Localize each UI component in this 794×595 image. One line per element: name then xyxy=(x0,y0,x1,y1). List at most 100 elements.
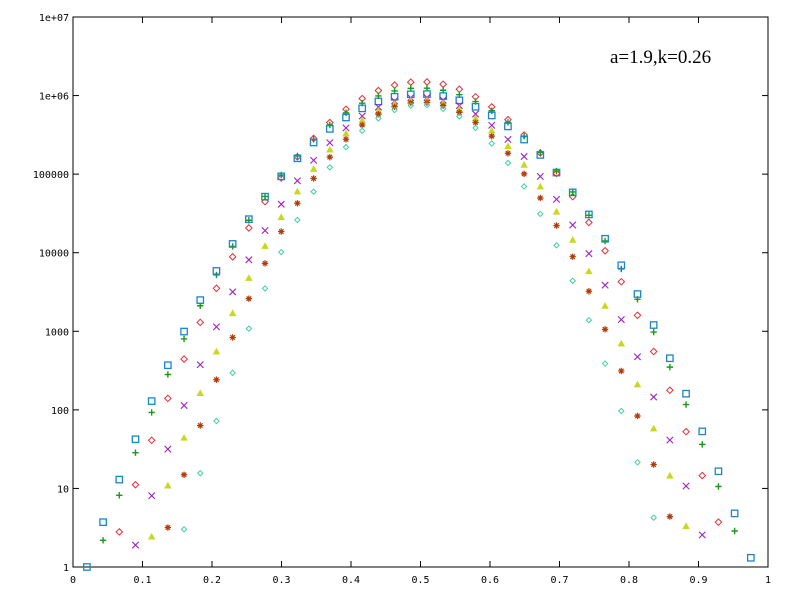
data-point-square xyxy=(568,188,577,197)
data-point-diamond-small xyxy=(504,159,512,167)
data-point-square xyxy=(358,104,367,113)
data-point-square xyxy=(585,210,593,219)
data-point-triangle xyxy=(601,302,609,309)
data-point-plus xyxy=(601,237,609,245)
data-point-diamond xyxy=(455,85,464,94)
data-point-asterisk xyxy=(585,288,593,295)
data-point-diamond xyxy=(261,197,269,206)
data-point-triangle xyxy=(277,213,285,221)
data-point-square xyxy=(601,234,609,243)
data-point-square xyxy=(325,125,334,133)
data-point-cross xyxy=(196,361,204,369)
data-point-diamond xyxy=(244,224,253,232)
data-point-plus xyxy=(666,363,674,371)
data-point-diamond-small xyxy=(634,458,641,466)
data-point-diamond-small xyxy=(585,316,593,324)
data-point-triangle xyxy=(245,274,253,281)
data-point-cross xyxy=(342,124,350,132)
data-point-asterisk xyxy=(650,461,657,468)
data-point-diamond xyxy=(131,480,140,489)
data-point-diamond xyxy=(163,394,172,403)
data-point-square xyxy=(180,327,188,336)
data-point-diamond xyxy=(698,471,707,480)
data-point-plus xyxy=(504,119,512,126)
data-point-diamond-small xyxy=(229,369,236,377)
data-point-diamond-small xyxy=(617,407,625,415)
data-point-cross xyxy=(585,250,593,258)
data-point-cross xyxy=(310,156,318,164)
data-point-asterisk xyxy=(666,513,674,520)
data-point-square xyxy=(390,92,399,101)
data-point-diamond-small xyxy=(358,127,366,135)
data-point-square xyxy=(228,240,237,248)
data-point-square xyxy=(730,509,739,518)
y-tick-label: 1e+06 xyxy=(39,92,69,103)
data-point-diamond xyxy=(682,427,690,436)
data-point-plus xyxy=(650,328,657,336)
data-point-asterisk xyxy=(164,524,172,531)
data-point-diamond-small xyxy=(326,164,334,171)
data-point-triangle xyxy=(617,339,625,347)
data-point-cross xyxy=(552,195,561,203)
data-point-cross xyxy=(180,401,188,410)
ticks-layer: 0 0.1 0.2 0.3 0.4 0.5 0.6 0.7 0.8 0.9 1 1 10 100 1000 1… xyxy=(33,13,771,586)
data-point-diamond xyxy=(115,527,124,536)
data-point-plus xyxy=(99,537,107,544)
data-point-cross xyxy=(261,226,269,235)
data-point-triangle xyxy=(309,165,318,172)
data-point-cross xyxy=(358,112,366,120)
data-point-square xyxy=(423,90,431,98)
data-point-asterisk xyxy=(261,260,269,267)
data-point-cross xyxy=(633,353,642,361)
data-point-asterisk xyxy=(213,376,220,383)
data-point-triangle xyxy=(228,309,237,317)
x-tick-label: 0 xyxy=(70,575,76,586)
data-point-diamond xyxy=(423,78,431,86)
data-point-asterisk xyxy=(553,222,560,229)
data-point-diamond-small xyxy=(472,124,479,132)
x-tick-label: 0.5 xyxy=(411,575,429,586)
data-point-cross xyxy=(148,492,156,500)
data-point-cross xyxy=(536,172,544,181)
data-point-triangle xyxy=(666,471,674,479)
data-point-square xyxy=(487,111,496,120)
data-point-asterisk xyxy=(488,132,495,140)
data-point-square xyxy=(471,102,480,111)
y-tick-label: 1000 xyxy=(45,327,69,338)
y-tick-label: 100000 xyxy=(33,170,69,181)
data-point-square xyxy=(342,113,350,122)
data-point-diamond-small xyxy=(520,183,528,190)
x-tick-label: 0.1 xyxy=(133,575,151,586)
data-point-asterisk xyxy=(634,412,641,420)
data-point-square xyxy=(682,389,690,398)
data-point-square xyxy=(504,122,512,131)
data-point-plus xyxy=(213,271,220,279)
data-point-triangle xyxy=(147,532,156,540)
data-point-cross xyxy=(569,221,577,229)
data-point-diamond-small xyxy=(439,105,447,113)
x-tick-label: 0.4 xyxy=(342,575,360,586)
data-point-diamond-small xyxy=(391,106,398,114)
data-point-triangle xyxy=(196,389,204,396)
data-point-triangle xyxy=(504,142,512,149)
y-tick-label: 1e+07 xyxy=(39,13,69,24)
data-point-square xyxy=(714,467,723,476)
x-tick-label: 0.8 xyxy=(620,575,638,586)
data-point-diamond xyxy=(180,355,188,363)
data-point-diamond-small xyxy=(569,277,577,285)
x-tick-label: 0.2 xyxy=(203,575,221,586)
data-point-asterisk xyxy=(504,150,512,157)
data-point-square xyxy=(196,296,205,304)
data-point-triangle xyxy=(649,424,658,432)
data-point-asterisk xyxy=(456,109,463,116)
data-point-square xyxy=(164,361,172,370)
data-point-square xyxy=(261,192,269,201)
data-point-triangle xyxy=(164,481,172,489)
data-point-diamond-small xyxy=(423,101,431,109)
data-point-square xyxy=(633,290,642,298)
data-point-diamond-small xyxy=(407,102,415,109)
data-point-plus xyxy=(682,401,690,408)
data-point-asterisk xyxy=(245,295,253,302)
data-point-cross xyxy=(164,445,172,453)
